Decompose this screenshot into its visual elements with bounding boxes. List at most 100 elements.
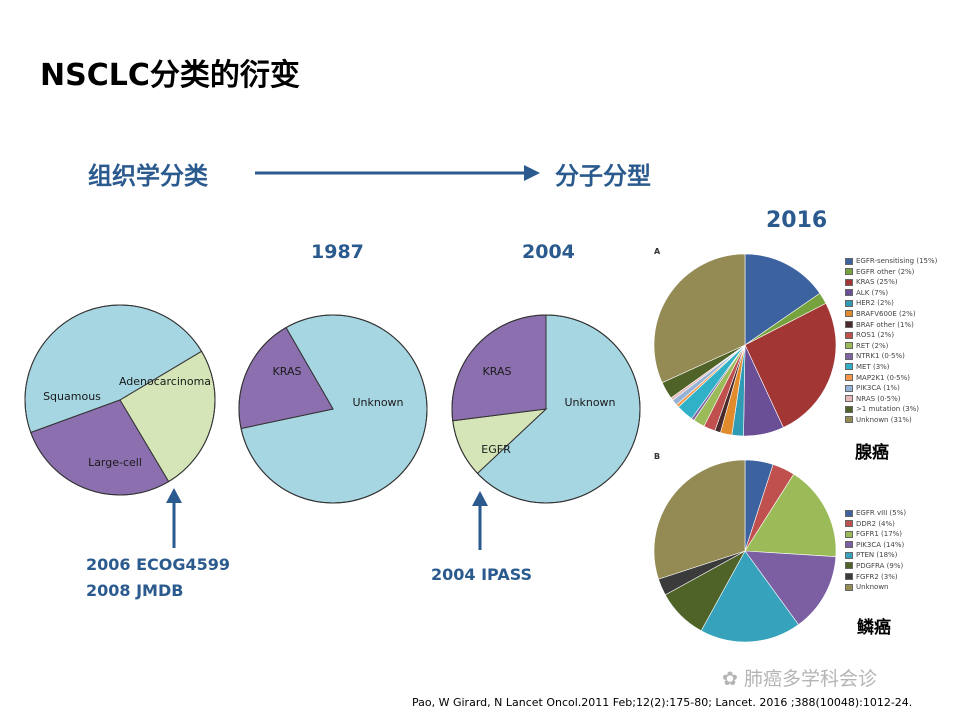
legend-b-item: FGFR2 (3%): [845, 572, 906, 583]
legend-a-item: EGFR other (2%): [845, 267, 937, 278]
pie-1-label-1: KRAS: [273, 365, 302, 378]
watermark-text: 肺癌多学科会诊: [743, 668, 877, 690]
legend-a-swatch: [845, 395, 853, 403]
legend-a-item: ALK (7%): [845, 288, 937, 299]
squamous-label: 鳞癌: [857, 618, 891, 638]
legend-a-item: ROS1 (2%): [845, 330, 937, 341]
pie-3-slice-2: [744, 302, 837, 428]
legend-a-swatch: [845, 416, 853, 424]
legend-a-item: RET (2%): [845, 341, 937, 352]
legend-a-swatch: [845, 352, 853, 360]
legend-b-item: PIK3CA (14%): [845, 540, 906, 551]
pie-2-outline: [451, 314, 641, 504]
legend-b-swatch: [845, 562, 853, 570]
legend-b-swatch: [845, 573, 853, 581]
legend-b-text: EGFR vIII (5%): [856, 509, 907, 517]
year-2004: 2004: [522, 241, 575, 263]
legend-2016-a: EGFR-sensitising (15%) EGFR other (2%) KRA…: [845, 256, 937, 426]
legend-a-text: EGFR-sensitising (15%): [856, 257, 938, 265]
legend-a-item: BRAF other (1%): [845, 320, 937, 331]
legend-b-text: PIK3CA (14%): [856, 540, 905, 549]
legend-a-item: HER2 (2%): [845, 298, 937, 309]
legend-a-text: ROS1 (2%): [856, 331, 895, 340]
legend-a-item: PIK3CA (1%): [845, 383, 937, 394]
legend-a-swatch: [845, 363, 853, 371]
panel-a-label: A: [654, 247, 661, 256]
trial-a-line1: 2006 ECOG4599: [86, 555, 231, 574]
legend-a-item: >1 mutation (3%): [845, 404, 937, 415]
year-2016: 2016: [766, 208, 828, 233]
trial-b-arrow-head: [472, 491, 488, 506]
pie-3-slice-15: [653, 253, 746, 384]
legend-2016-b: EGFR vIII (5%) DDR2 (4%) FGFR1 (17%) PIK3CA…: [845, 508, 906, 593]
legend-b-text: PTEN (18%): [856, 551, 898, 560]
legend-a-text: BRAFV600E (2%): [856, 309, 916, 318]
legend-b-swatch: [845, 530, 853, 538]
legend-b-text: Unknown: [856, 583, 889, 592]
legend-a-item: NTRK1 (0·5%): [845, 351, 937, 362]
adenocarcinoma-label: 腺癌: [855, 443, 889, 463]
pie-2-label-1: EGFR: [481, 443, 511, 456]
trial-annotation-b: 2004 IPASS: [431, 565, 533, 584]
legend-b-text: FGFR2 (3%): [856, 572, 898, 581]
legend-a-swatch: [845, 268, 853, 276]
legend-a-item: Unknown (31%): [845, 415, 937, 426]
legend-a-item: MET (3%): [845, 362, 937, 373]
legend-b-item: DDR2 (4%): [845, 519, 906, 530]
legend-b-text: FGFR1 (17%): [856, 530, 903, 539]
legend-a-swatch: [845, 310, 853, 318]
legend-a-text: >1 mutation (3%): [856, 405, 920, 414]
pie-1-label-0: Unknown: [352, 396, 403, 409]
histology-label: 组织学分类: [88, 162, 208, 190]
legend-b-item: FGFR1 (17%): [845, 529, 906, 540]
legend-a-text: EGFR other (2%): [856, 267, 915, 276]
page-title: NSCLC分类的衍变: [40, 58, 300, 93]
pie-0-label-1: Large-cell: [88, 456, 142, 469]
legend-a-swatch: [845, 374, 853, 382]
legend-b-item: PDGFRA (9%): [845, 561, 906, 572]
legend-a-swatch: [845, 299, 853, 307]
legend-a-text: BRAF other (1%): [856, 320, 914, 329]
legend-b-swatch: [845, 583, 853, 591]
legend-a-text: KRAS (25%): [856, 278, 898, 287]
wechat-icon: ✿: [722, 668, 744, 690]
pie-3-slice-0: [744, 253, 821, 346]
legend-a-swatch: [845, 384, 853, 392]
pie-4-slice-2: [744, 473, 837, 558]
citation: Pao, W Girard, N Lancet Oncol.2011 Feb;1…: [412, 696, 913, 709]
legend-a-item: MAP2K1 (0·5%): [845, 373, 937, 384]
legend-a-item: NRAS (0·5%): [845, 394, 937, 405]
watermark: ✿ 肺癌多学科会诊: [722, 664, 877, 691]
legend-a-text: HER2 (2%): [856, 299, 894, 308]
legend-a-text: NRAS (0·5%): [856, 394, 901, 403]
pie-1-outline: [238, 314, 428, 504]
legend-a-item: KRAS (25%): [845, 277, 937, 288]
pie-4-slice-7: [653, 459, 746, 580]
legend-a-swatch: [845, 331, 853, 339]
pie-4-slice-3: [744, 550, 837, 626]
legend-b-swatch: [845, 551, 853, 559]
legend-b-text: PDGFRA (9%): [856, 561, 904, 570]
legend-a-text: NTRK1 (0·5%): [856, 352, 905, 361]
legend-b-text: DDR2 (4%): [856, 519, 895, 528]
legend-a-text: MET (3%): [856, 362, 890, 371]
legend-a-swatch: [845, 405, 853, 413]
pie-2-label-2: KRAS: [483, 365, 512, 378]
legend-a-text: ALK (7%): [856, 288, 889, 297]
legend-a-item: EGFR-sensitising (15%): [845, 256, 937, 267]
legend-a-swatch: [845, 321, 853, 329]
legend-a-text: MAP2K1 (0·5%): [856, 373, 911, 382]
pie-0-label-0: Adenocarcinoma: [119, 375, 211, 388]
flow-arrow-head: [524, 165, 540, 181]
trial-a-line2: 2008 JMDB: [86, 581, 184, 600]
pie-0-label-2: Squamous: [43, 390, 101, 403]
legend-b-item: EGFR vIII (5%): [845, 508, 906, 519]
year-1987: 1987: [311, 241, 364, 263]
legend-b-item: Unknown: [845, 582, 906, 593]
pie-2-label-0: Unknown: [564, 396, 615, 409]
molecular-label: 分子分型: [555, 162, 651, 190]
legend-b-swatch: [845, 509, 853, 517]
trial-annotation-a: 2006 ECOG4599 2008 JMDB: [86, 552, 230, 604]
legend-b-item: PTEN (18%): [845, 550, 906, 561]
